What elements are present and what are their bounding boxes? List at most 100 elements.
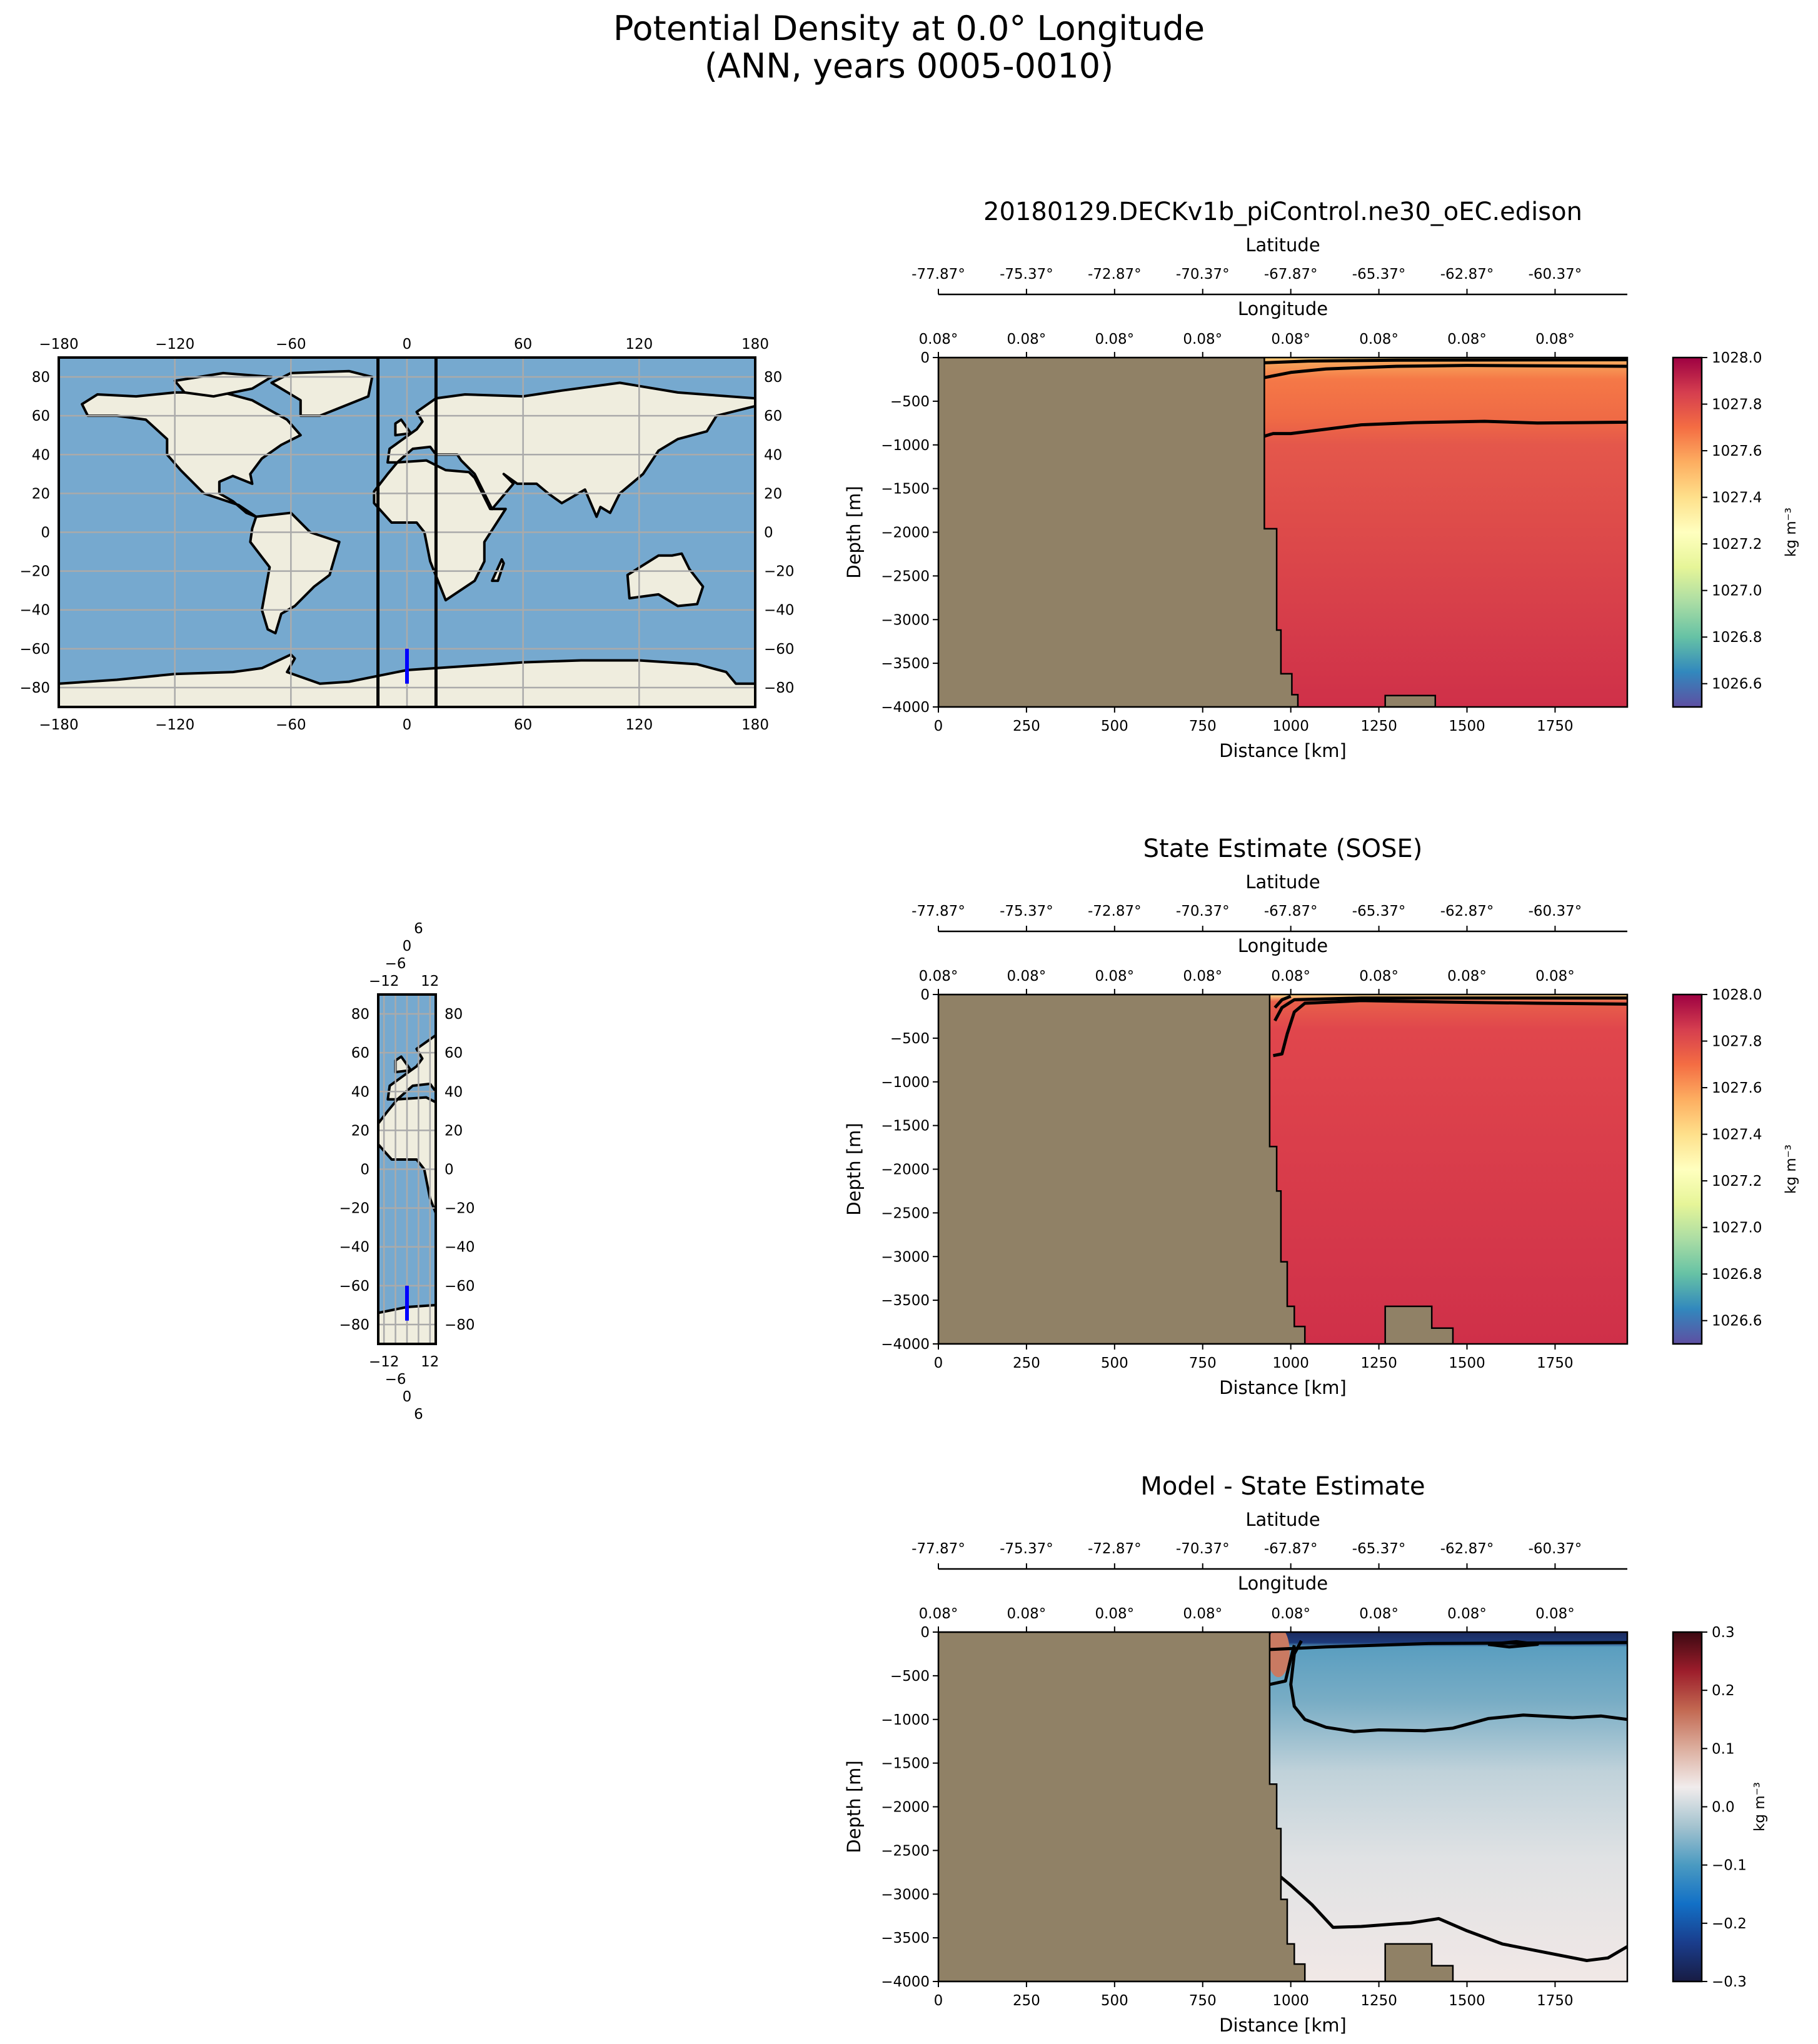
map-area: [177, 994, 436, 1344]
colorbar: 1026.6 1026.8 1027.0 1027.2 1027.4 1027.6 1027…: [1672, 987, 1799, 1345]
contour-line: [1289, 1640, 1627, 1733]
map-ytick-label-right: −40: [444, 1240, 475, 1256]
ytick-label: −1000: [881, 438, 930, 454]
ytick-label: −500: [890, 1031, 930, 1047]
map-ytick-label-left: 60: [351, 1045, 369, 1061]
longitude-axis-label: Longitude: [1238, 298, 1328, 319]
section-area: [938, 1632, 1627, 1981]
map-ytick-label-right: 80: [444, 1006, 463, 1023]
lat-tick-label: -67.87°: [1264, 266, 1318, 283]
ytick-label: −500: [890, 1668, 930, 1685]
colorbar-label: kg m⁻³: [1783, 508, 1799, 557]
map-ytick-label-left: 0: [41, 525, 50, 541]
ytick-label: −4000: [881, 1974, 930, 1990]
map-xtick-label-bottom: −60: [276, 717, 306, 733]
xtick-label: 1000: [1272, 1355, 1309, 1371]
colorbar-tick-label: −0.3: [1712, 1974, 1747, 1990]
lat-tick-label: -77.87°: [912, 266, 965, 283]
ytick-label: −2500: [881, 568, 930, 584]
contour-line: [1272, 1869, 1627, 1962]
lon-tick-label: 0.08°: [1095, 331, 1134, 348]
bathymetry-land: [938, 994, 1306, 1344]
colorbar-tick-label: 1028.0: [1712, 350, 1762, 366]
map-ytick-label-left: −60: [19, 641, 50, 658]
ytick-label: 0: [920, 1625, 930, 1641]
map-ytick-label-right: 60: [444, 1045, 463, 1061]
ytick-label: −3500: [881, 1930, 930, 1946]
map-xtick-label-top: 12: [421, 973, 439, 989]
map-ytick-label-left: −40: [19, 603, 50, 619]
colorbar-tick-label: 1026.6: [1712, 676, 1762, 693]
lon-tick-label: 0.08°: [1535, 331, 1575, 348]
xtick-label: 1500: [1449, 1355, 1485, 1371]
xtick-label: 250: [1013, 1355, 1040, 1371]
colorbar-tick-label: 1027.4: [1712, 1127, 1762, 1143]
ytick-label: −1500: [881, 481, 930, 498]
ytick-label: 0: [920, 350, 930, 366]
lon-tick-label: 0.08°: [919, 968, 958, 984]
ytick-label: −4000: [881, 699, 930, 716]
colorbar-tick-label: −0.1: [1712, 1858, 1747, 1874]
ytick-label: −2000: [881, 1800, 930, 1816]
xtick-label: 1250: [1360, 718, 1397, 734]
lat-tick-label: -72.87°: [1088, 1541, 1142, 1557]
colorbar-tick-label: 1027.2: [1712, 1173, 1762, 1190]
map-ytick-label-right: 60: [764, 408, 782, 424]
lon-tick-label: 0.08°: [1359, 968, 1399, 984]
lon-tick-label: 0.08°: [1535, 1606, 1575, 1622]
ytick-label: −3000: [881, 1886, 930, 1903]
lat-tick-label: -77.87°: [912, 1541, 965, 1557]
model-section: 20180129.DECKv1b_piControl.ne30_oEC.edis…: [843, 198, 1799, 761]
land-polygon: [491, 558, 505, 583]
lon-tick-label: 0.08°: [1183, 968, 1222, 984]
map-ytick-label-left: 20: [351, 1123, 369, 1139]
lat-tick-label: -60.37°: [1529, 1541, 1582, 1557]
colorbar-label: kg m⁻³: [1752, 1782, 1768, 1831]
figure-title-line1: Potential Density at 0.0° Longitude: [613, 9, 1205, 48]
lat-tick-label: -75.37°: [1000, 903, 1053, 919]
contour-line: [1263, 364, 1627, 379]
lon-tick-label: 0.08°: [1447, 331, 1487, 348]
ytick-label: 0: [920, 987, 930, 1003]
land-polygon: [626, 552, 705, 608]
map-xtick-label-top: 180: [741, 336, 769, 353]
map-ytick-label-right: −60: [764, 641, 795, 658]
contour-line: [1269, 1645, 1296, 1686]
lon-tick-label: 0.08°: [1447, 1606, 1487, 1622]
lon-tick-label: 0.08°: [1271, 1606, 1310, 1622]
lon-tick-label: 0.08°: [919, 331, 958, 348]
panel-title: State Estimate (SOSE): [1143, 834, 1423, 863]
ytick-label: −1000: [881, 1075, 930, 1091]
map-area: [59, 358, 755, 707]
ytick-label: −3500: [881, 1293, 930, 1309]
land-polygon: [177, 1010, 273, 1033]
ytick-label: −1500: [881, 1118, 930, 1135]
lat-tick-label: -77.87°: [912, 903, 965, 919]
map-ytick-label-left: −80: [19, 680, 50, 696]
colorbar-tick-label: 1026.8: [1712, 629, 1762, 646]
lon-tick-label: 0.08°: [1007, 968, 1047, 984]
longitude-axis-label: Longitude: [1238, 1573, 1328, 1594]
anomaly-blob: [1267, 1632, 1290, 1678]
map-ytick-label-right: −80: [764, 680, 795, 696]
x-axis-label: Distance [km]: [1219, 740, 1347, 761]
xtick-label: 750: [1189, 1355, 1217, 1371]
map-ytick-label-right: 0: [764, 525, 773, 541]
map-xtick-label-top: 120: [625, 336, 653, 353]
map-ytick-label-left: −80: [339, 1317, 369, 1333]
colorbar-tick-label: 1027.0: [1712, 583, 1762, 599]
colorbar-tick-label: 1027.8: [1712, 1034, 1762, 1050]
map-xtick-label-bottom: −6: [385, 1371, 406, 1388]
contour-line: [1273, 994, 1292, 1009]
ytick-label: −4000: [881, 1336, 930, 1353]
lat-tick-label: -70.37°: [1176, 903, 1230, 919]
map-xtick-label-top: −12: [369, 973, 399, 989]
map-ytick-label-left: −60: [339, 1278, 369, 1295]
lat-tick-label: -67.87°: [1264, 903, 1318, 919]
lat-tick-label: -70.37°: [1176, 266, 1230, 283]
section-area: [938, 358, 1627, 707]
xtick-label: 1750: [1537, 718, 1574, 734]
contour-line: [1273, 996, 1627, 1022]
lat-tick-label: -65.37°: [1352, 266, 1406, 283]
map-ytick-label-right: 80: [764, 369, 782, 386]
